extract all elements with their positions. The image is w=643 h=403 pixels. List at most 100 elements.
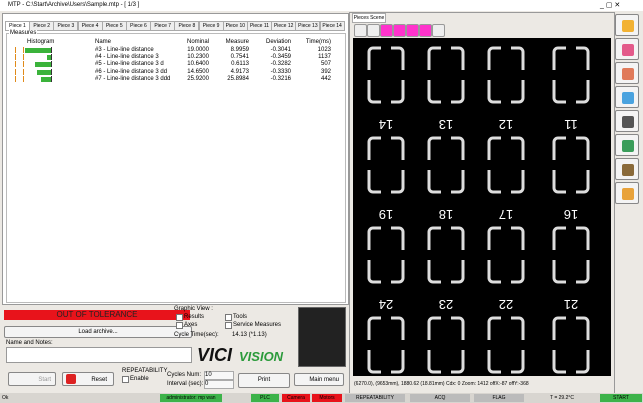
- interval-field[interactable]: 0: [204, 380, 234, 389]
- tool-icon-button[interactable]: [615, 86, 639, 108]
- checkbox[interactable]: [122, 376, 129, 383]
- checkbox[interactable]: [176, 322, 183, 329]
- piece-notch: [552, 340, 558, 350]
- start-button[interactable]: Start: [8, 372, 56, 386]
- tool-button[interactable]: [419, 24, 432, 37]
- tool-icon-button[interactable]: [615, 14, 639, 36]
- cell: 19.0000: [187, 47, 209, 53]
- piece-notch: [501, 278, 511, 284]
- cell: 1023: [317, 47, 331, 53]
- tool-icon-button[interactable]: [615, 110, 639, 132]
- cell: -0.3282: [270, 61, 291, 68]
- histogram-center: [51, 61, 52, 68]
- tool-icon-button[interactable]: [615, 134, 639, 156]
- cell: 0.6113: [231, 61, 249, 68]
- piece-notch: [441, 188, 451, 194]
- checkbox[interactable]: [225, 314, 232, 321]
- piece-tab[interactable]: Piece 14: [319, 21, 345, 31]
- piece-notch: [399, 340, 405, 350]
- notes-field[interactable]: [6, 347, 192, 363]
- checkbox-label: Results: [184, 314, 205, 320]
- tool-button[interactable]: [380, 24, 393, 37]
- tool-button[interactable]: [432, 24, 445, 37]
- piece-tab[interactable]: Piece 3: [53, 21, 79, 31]
- histogram-bar: [41, 76, 51, 82]
- cycles-field[interactable]: 10: [204, 371, 234, 380]
- tool-icon-button[interactable]: [615, 182, 639, 204]
- histogram-tick: [15, 61, 16, 68]
- cell: 507: [320, 61, 331, 68]
- piece-tab[interactable]: Piece 10: [222, 21, 248, 31]
- enable-label: Enable: [130, 376, 149, 382]
- piece-notch: [566, 368, 576, 374]
- tool-icon-button[interactable]: [615, 62, 639, 84]
- piece-notch: [459, 70, 465, 80]
- histogram-bar: [37, 69, 51, 75]
- piece: [552, 316, 590, 374]
- piece-notch: [441, 278, 451, 284]
- piece-number: 18: [439, 207, 453, 222]
- piece-tab[interactable]: Piece 4: [77, 21, 103, 31]
- checkbox[interactable]: [225, 322, 232, 329]
- piece-notch: [441, 316, 451, 322]
- cell: -0.3459: [270, 54, 291, 61]
- piece: [487, 46, 525, 104]
- checkbox-label: Service Measures: [233, 322, 282, 328]
- status-cell: FLAG: [474, 394, 524, 402]
- window-controls[interactable]: _ ▢ ✕: [600, 2, 621, 9]
- window-title: MTP - C:\Start\Archive\Users\Sample.mtp …: [8, 2, 140, 8]
- piece-notch: [381, 188, 391, 194]
- piece-tab[interactable]: Piece 8: [174, 21, 200, 31]
- cell: 1137: [318, 54, 331, 61]
- piece: [552, 226, 590, 284]
- piece-tab[interactable]: Piece 5: [101, 21, 127, 31]
- piece-notch: [501, 136, 511, 142]
- cycles-label: Cycles Num:: [167, 372, 202, 378]
- tool-button[interactable]: [393, 24, 406, 37]
- piece-notch: [367, 160, 373, 170]
- logo-vici: VICI: [197, 345, 233, 365]
- piece: [552, 136, 590, 194]
- checkbox[interactable]: [176, 314, 183, 321]
- piece-tab[interactable]: Piece 6: [126, 21, 151, 31]
- piece-notch: [566, 278, 576, 284]
- piece-tab[interactable]: Piece 13: [295, 21, 321, 31]
- load-archive-button[interactable]: Load archive...: [4, 326, 192, 338]
- cell: #4 - Line-line distance 3: [95, 54, 159, 61]
- tool-button[interactable]: [406, 24, 419, 37]
- main-menu-button[interactable]: Main menu: [294, 373, 344, 386]
- piece: [487, 136, 525, 194]
- piece-number: 21: [564, 297, 578, 312]
- piece-tab[interactable]: Piece 11: [247, 21, 272, 31]
- tool-button[interactable]: [367, 24, 380, 37]
- piece-tab[interactable]: Piece 12: [271, 21, 297, 31]
- piece-notch: [427, 160, 433, 170]
- piece: [427, 136, 465, 194]
- histogram-center: [51, 75, 52, 82]
- scene-panel: Pieces Scene 14 13 12 11 19 18 17 16 24 23 22 21 (627…: [349, 12, 615, 394]
- piece-notch: [519, 70, 525, 80]
- piece: [367, 226, 405, 284]
- piece-number: 13: [439, 117, 453, 132]
- piece-notch: [566, 46, 576, 52]
- piece-notch: [566, 188, 576, 194]
- histogram-bar: [25, 48, 51, 53]
- piece-notch: [501, 316, 511, 322]
- piece-notch: [552, 70, 558, 80]
- column-header: Nominal: [186, 39, 209, 45]
- cell: 25.8984: [227, 75, 249, 82]
- print-button[interactable]: Print: [238, 373, 290, 388]
- histogram-tick: [15, 47, 16, 53]
- graphic-view-title: Graphic View :: [174, 306, 213, 312]
- piece-tab[interactable]: Piece 9: [198, 21, 224, 31]
- piece-tab[interactable]: Piece 7: [150, 21, 176, 31]
- tool-icon-button[interactable]: [615, 38, 639, 60]
- tool-icon-button[interactable]: [615, 158, 639, 180]
- status-cell: Ok: [2, 394, 62, 402]
- scene-tab[interactable]: Pieces Scene: [352, 13, 386, 23]
- piece: [367, 136, 405, 194]
- interval-label: Interval (sec):: [167, 381, 204, 387]
- piece-notch: [381, 278, 391, 284]
- cell: 14.6500: [187, 68, 209, 75]
- tool-button[interactable]: [354, 24, 367, 37]
